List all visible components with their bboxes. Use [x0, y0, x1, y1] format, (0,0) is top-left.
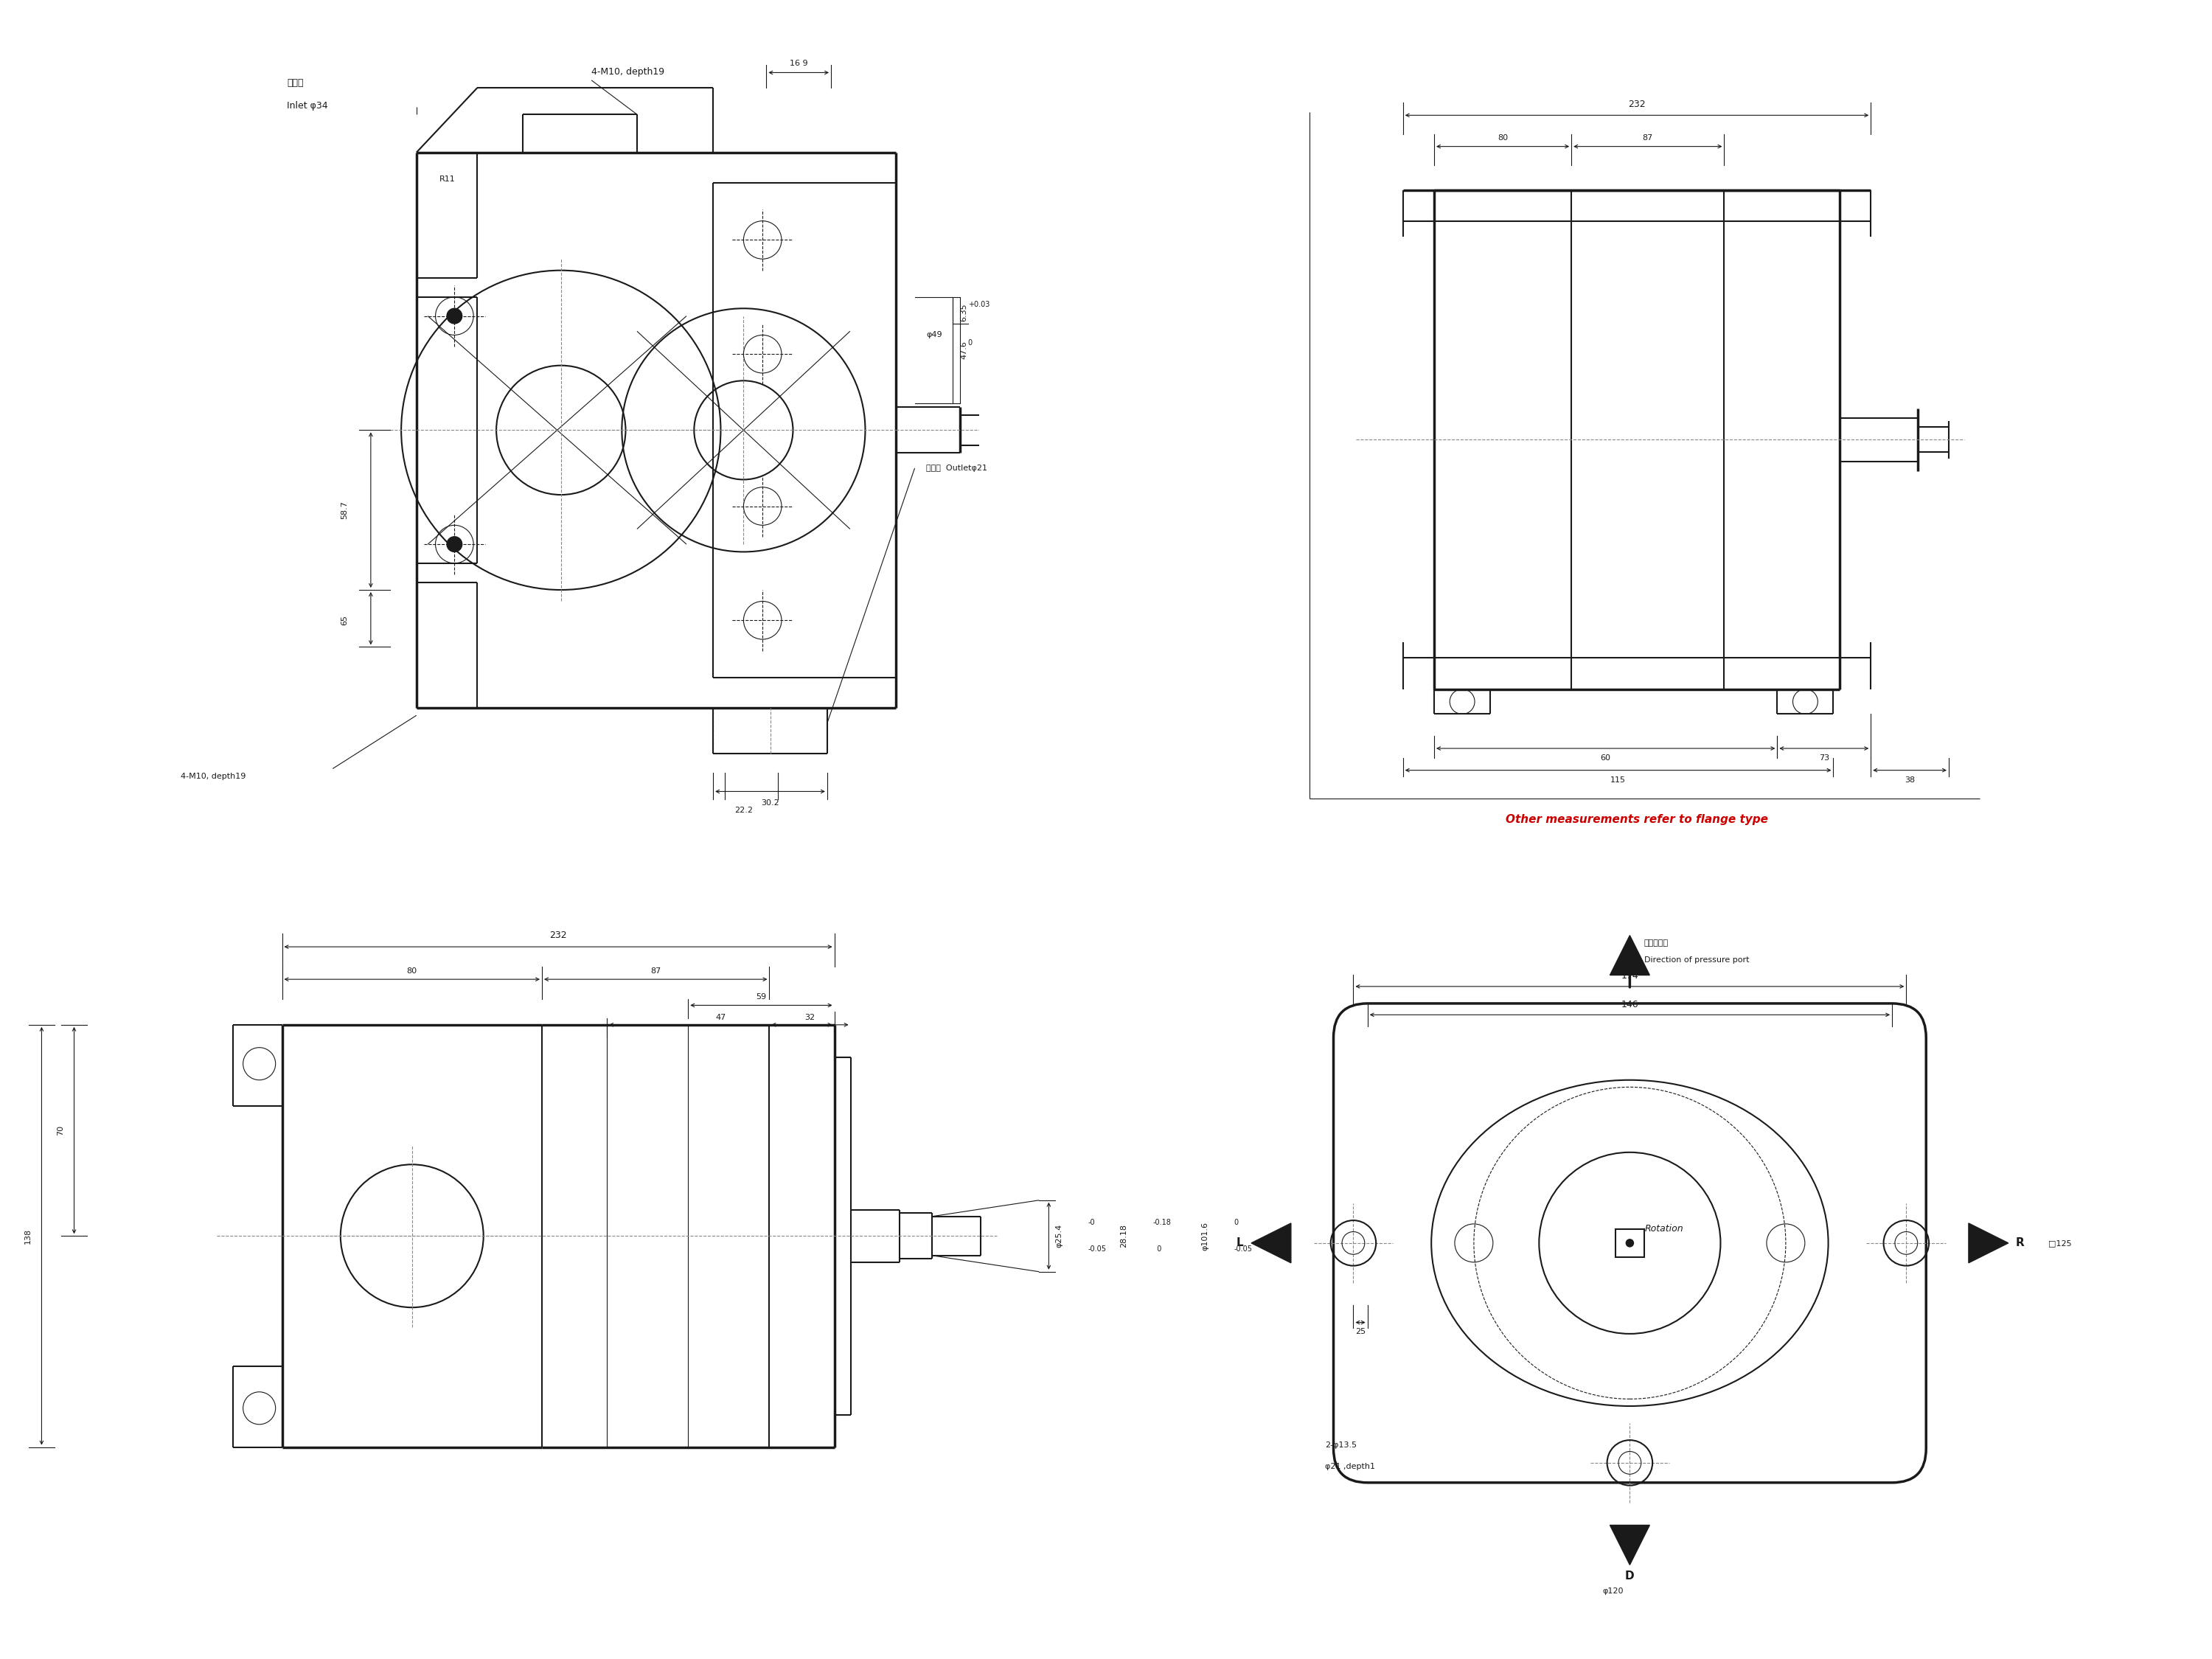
Text: R: R: [2015, 1238, 2024, 1249]
Text: Rotation: Rotation: [1644, 1224, 1683, 1234]
Text: 60: 60: [1601, 755, 1610, 761]
Text: 4-M10, depth19: 4-M10, depth19: [591, 66, 664, 76]
Text: □125: □125: [2048, 1239, 2070, 1246]
Text: 65: 65: [341, 615, 347, 625]
Text: L: L: [1237, 1238, 1243, 1249]
Text: 0: 0: [1234, 1219, 1239, 1226]
Circle shape: [1626, 1239, 1635, 1248]
Text: 232: 232: [549, 931, 566, 941]
Polygon shape: [1252, 1223, 1292, 1262]
Text: Direction of pressure port: Direction of pressure port: [1644, 956, 1750, 964]
Text: 25: 25: [1356, 1329, 1365, 1335]
Text: 174: 174: [1621, 971, 1639, 980]
Text: φ49: φ49: [927, 332, 942, 338]
Text: φ25.4: φ25.4: [1055, 1224, 1062, 1248]
Text: 47.6: 47.6: [960, 342, 967, 360]
Text: 80: 80: [1498, 134, 1509, 141]
Text: 16 9: 16 9: [790, 60, 807, 66]
Text: 87: 87: [1644, 134, 1652, 141]
Text: 出油口方向: 出油口方向: [1644, 939, 1668, 947]
Text: -0.05: -0.05: [1234, 1246, 1252, 1253]
Text: φ21 ,depth1: φ21 ,depth1: [1325, 1463, 1376, 1470]
Text: 138: 138: [24, 1228, 31, 1244]
Text: 73: 73: [1818, 755, 1829, 761]
Text: 入油口: 入油口: [288, 78, 303, 88]
Text: Other measurements refer to flange type: Other measurements refer to flange type: [1506, 815, 1767, 825]
Polygon shape: [1969, 1223, 2008, 1262]
Text: 2-φ13.5: 2-φ13.5: [1325, 1442, 1356, 1448]
Text: 70: 70: [58, 1125, 64, 1135]
Text: φ101.6: φ101.6: [1201, 1221, 1208, 1251]
Text: 38: 38: [1905, 776, 1916, 783]
Text: 0: 0: [1152, 1246, 1161, 1253]
Circle shape: [447, 309, 462, 324]
Text: φ120: φ120: [1601, 1588, 1624, 1594]
Polygon shape: [1610, 1525, 1650, 1564]
Text: 6.35: 6.35: [960, 304, 967, 322]
Text: +0.03: +0.03: [969, 300, 989, 309]
Text: D: D: [1626, 1571, 1635, 1581]
Text: 4-M10, depth19: 4-M10, depth19: [181, 773, 246, 780]
Text: 59: 59: [757, 994, 765, 1000]
Text: 87: 87: [650, 967, 661, 974]
Text: 58.7: 58.7: [341, 501, 347, 519]
Text: 28.18: 28.18: [1119, 1224, 1128, 1248]
Text: Inlet φ34: Inlet φ34: [288, 101, 327, 111]
Text: 30.2: 30.2: [761, 800, 779, 806]
Text: -0: -0: [1088, 1219, 1095, 1226]
Text: -0.18: -0.18: [1152, 1219, 1170, 1226]
Circle shape: [447, 536, 462, 552]
Text: 232: 232: [1628, 100, 1646, 109]
Polygon shape: [1610, 936, 1650, 975]
Text: R11: R11: [440, 176, 456, 182]
Text: 47: 47: [714, 1014, 726, 1022]
Text: -0.05: -0.05: [1088, 1246, 1106, 1253]
Text: 80: 80: [407, 967, 418, 974]
Text: 32: 32: [805, 1014, 816, 1022]
Text: 出油口  Outletφ21: 出油口 Outletφ21: [927, 465, 987, 471]
Text: 0: 0: [969, 338, 973, 347]
Text: 22.2: 22.2: [734, 806, 752, 815]
Text: 115: 115: [1610, 776, 1626, 783]
Bar: [1615, 1229, 1644, 1258]
Text: 146: 146: [1621, 999, 1639, 1009]
